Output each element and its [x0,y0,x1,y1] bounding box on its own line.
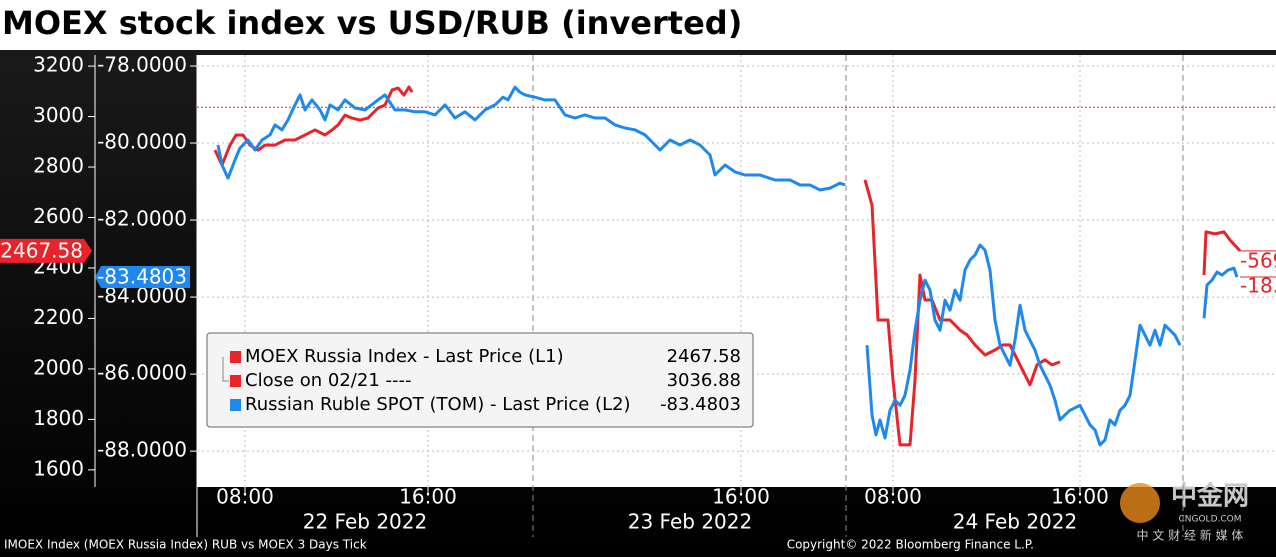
x-group-label: 22 Feb 2022 [303,510,427,534]
annotation: -569 [1240,249,1276,273]
x-group-label: 24 Feb 2022 [953,510,1077,534]
series-line [213,85,1242,447]
y-tick-label: 2800 [33,154,84,178]
last-badge-label: 2467.58 [0,238,83,262]
y-tick-label: 2000 [33,355,84,379]
legend-swatch [230,399,241,411]
annotation: -18. [1240,274,1276,298]
x-tick-label: 08:00 [864,485,922,509]
y-tick-label: 2200 [33,305,84,329]
x-tick-label: 16:00 [1051,485,1109,509]
x-group-label: 23 Feb 2022 [628,510,752,534]
y-tick-label: 3200 [33,53,84,77]
legend-value: 3036.88 [667,370,741,391]
chart-title: MOEX stock index vs USD/RUB (inverted) [2,4,742,42]
legend-value: 2467.58 [667,346,741,367]
watermark-logo [1120,483,1160,523]
y2-tick-label: -86.0000 [97,361,187,385]
watermark-text: 中金网 [1171,481,1249,512]
x-tick-label: 08:00 [216,485,274,509]
y2-tick-label: -78.0000 [97,53,187,77]
legend-swatch [230,351,241,363]
last-badge [95,266,190,289]
legend-swatch [230,375,241,387]
footer-source: IMOEX Index (MOEX Russia Index) RUB vs M… [4,538,367,552]
watermark-text: CNGOLD.COM [1178,515,1241,525]
y2-tick-label: -82.0000 [97,207,187,231]
legend-value: -83.4803 [660,394,741,415]
last-badge [0,238,92,263]
last-badge-label: -83.4803 [97,265,187,289]
legend-tree [222,357,229,382]
series-line [216,85,1239,447]
footer-copyright: Copyright© 2022 Bloomberg Finance L.P. [787,538,1034,552]
y-tick-label: 1600 [33,456,84,480]
y-tick-label: 1800 [33,406,84,430]
x-tick-label: 16:00 [399,485,457,509]
y2-tick-label: -88.0000 [97,438,187,462]
watermark-text: 中 文 财 经 新 媒 体 [1137,528,1244,543]
y-tick-label: 2600 [33,204,84,228]
y-tick-label: 3000 [33,103,84,127]
legend-label: Russian Ruble SPOT (TOM) - Last Price (L… [245,394,631,415]
legend-label: Close on 02/21 ---- [245,370,411,391]
legend-box [206,332,754,428]
x-tick-label: 16:00 [712,485,770,509]
y2-tick-label: -80.0000 [97,130,187,154]
title-band [0,0,1276,50]
legend-label: MOEX Russia Index - Last Price (L1) [245,346,564,367]
legend: MOEX Russia Index - Last Price (L1) 2467.… [206,332,754,428]
